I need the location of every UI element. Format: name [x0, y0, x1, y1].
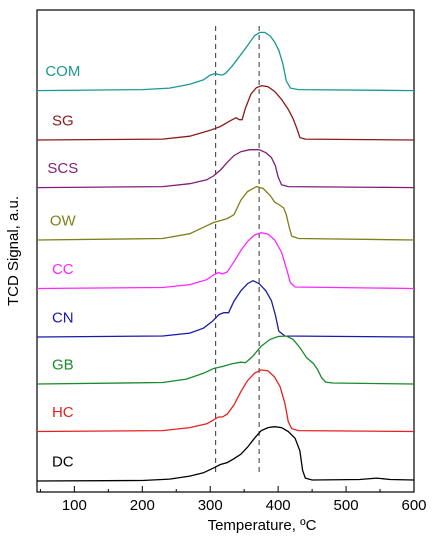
series-label-hc: HC — [52, 404, 74, 421]
series-line-ow — [36, 185, 415, 241]
x-tick-label: 100 — [62, 497, 87, 514]
series-line-cn — [36, 279, 415, 338]
series-label-dc: DC — [52, 453, 74, 470]
x-axis: 100 200 300 400 500 600 — [39, 486, 427, 514]
x-tick-label: 200 — [130, 497, 155, 514]
series-line-dc — [36, 426, 415, 482]
series-line-com — [36, 31, 415, 92]
series-label-scs: SCS — [47, 160, 78, 177]
x-axis-title: Temperature, ºC — [208, 517, 317, 534]
series-line-gb — [36, 335, 415, 385]
series-label-ow: OW — [50, 212, 77, 229]
x-tick-label: 400 — [266, 497, 291, 514]
series-label-cn: CN — [52, 309, 74, 326]
series-group: COM SG SCS OW CC CN GB HC DC — [36, 31, 415, 482]
series-line-hc — [36, 369, 415, 433]
series-line-sg — [36, 85, 415, 141]
x-tick-label: 600 — [401, 497, 426, 514]
x-tick-label: 300 — [198, 497, 223, 514]
x-tick-label: 500 — [334, 497, 359, 514]
series-label-com: COM — [45, 63, 80, 80]
series-label-cc: CC — [52, 261, 74, 278]
series-label-gb: GB — [52, 356, 74, 373]
plot-area: COM SG SCS OW CC CN GB HC DC 100 200 300 400 500 600 — [36, 9, 427, 514]
plot-frame — [36, 9, 415, 493]
y-axis-title: TCD Signal, a.u. — [5, 196, 22, 306]
series-line-cc — [36, 232, 415, 290]
series-line-scs — [36, 149, 415, 189]
series-label-sg: SG — [52, 112, 74, 129]
reference-lines — [215, 26, 260, 476]
